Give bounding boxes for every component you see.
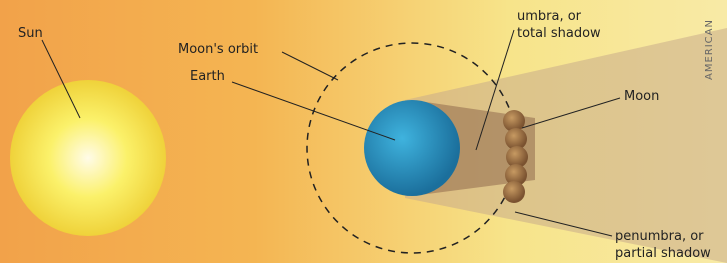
- label: partial shadow: [615, 246, 711, 261]
- moon-positions: [503, 110, 528, 203]
- label: penumbra, or: [615, 229, 704, 244]
- label: Earth: [190, 69, 225, 84]
- diagram: Sun Moon's orbit Earth umbra, or total s…: [0, 0, 727, 263]
- credit: AMERICAN: [704, 19, 715, 80]
- label: Moon: [624, 89, 659, 104]
- moon: [503, 181, 525, 203]
- label: Sun: [18, 26, 43, 41]
- sun: [10, 80, 166, 236]
- label: Moon's orbit: [178, 42, 258, 57]
- earth: [364, 100, 460, 196]
- label: total shadow: [517, 26, 601, 41]
- label: umbra, or: [517, 9, 582, 24]
